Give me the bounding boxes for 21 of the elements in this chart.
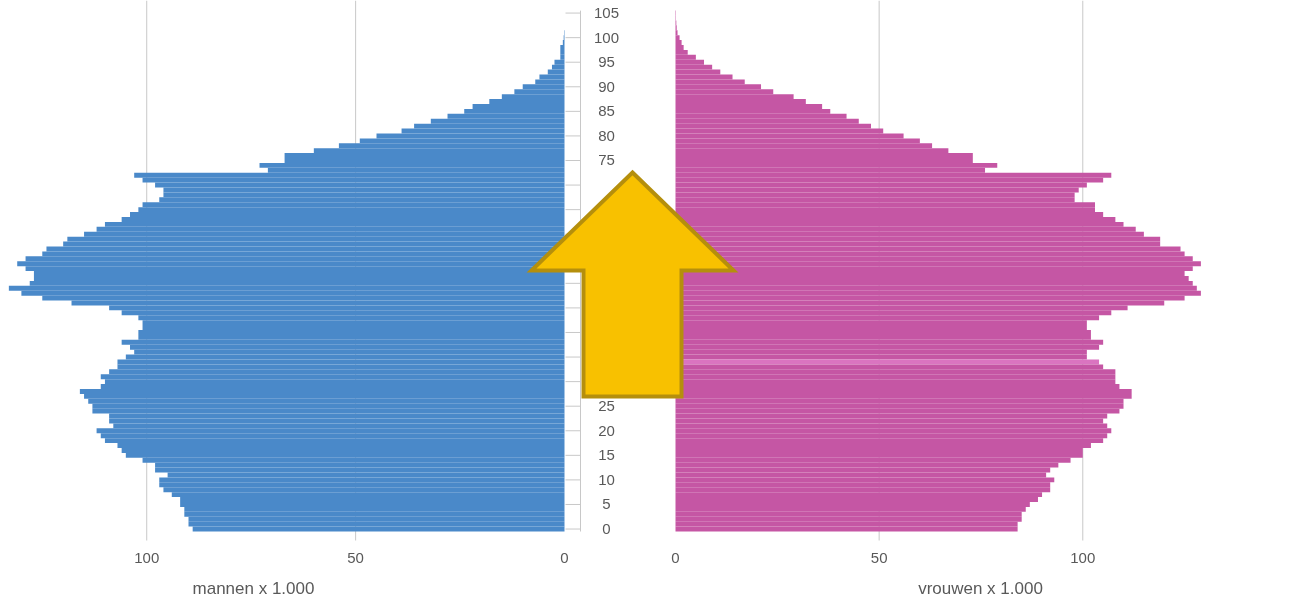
y-tick-label: 80 — [598, 126, 615, 144]
y-tick-label: 25 — [598, 397, 615, 415]
x-axis-title: vrouwen x 1.000 — [918, 579, 1043, 598]
y-tick-label: 75 — [598, 151, 615, 169]
y-tick-label: 0 — [602, 520, 611, 538]
y-tick-label: 100 — [593, 28, 620, 46]
x-axis-title: mannen x 1.000 — [192, 579, 315, 598]
x-tick-label: 100 — [134, 548, 160, 566]
y-tick-label: 95 — [598, 53, 615, 71]
y-tick-label: 85 — [598, 102, 615, 120]
y-tick-label: 10 — [598, 470, 615, 488]
x-tick-label: 100 — [1070, 548, 1096, 566]
x-tick-label: 0 — [560, 548, 569, 566]
x-tick-label: 50 — [347, 548, 364, 566]
y-tick-label: 15 — [598, 446, 615, 464]
y-tick-label: 20 — [598, 421, 615, 439]
x-tick-label: 0 — [671, 548, 680, 566]
y-tick-label: 105 — [593, 4, 620, 22]
x-tick-label: 50 — [870, 548, 888, 566]
y-tick-label: 5 — [602, 495, 611, 513]
y-tick-label: 90 — [598, 77, 615, 95]
